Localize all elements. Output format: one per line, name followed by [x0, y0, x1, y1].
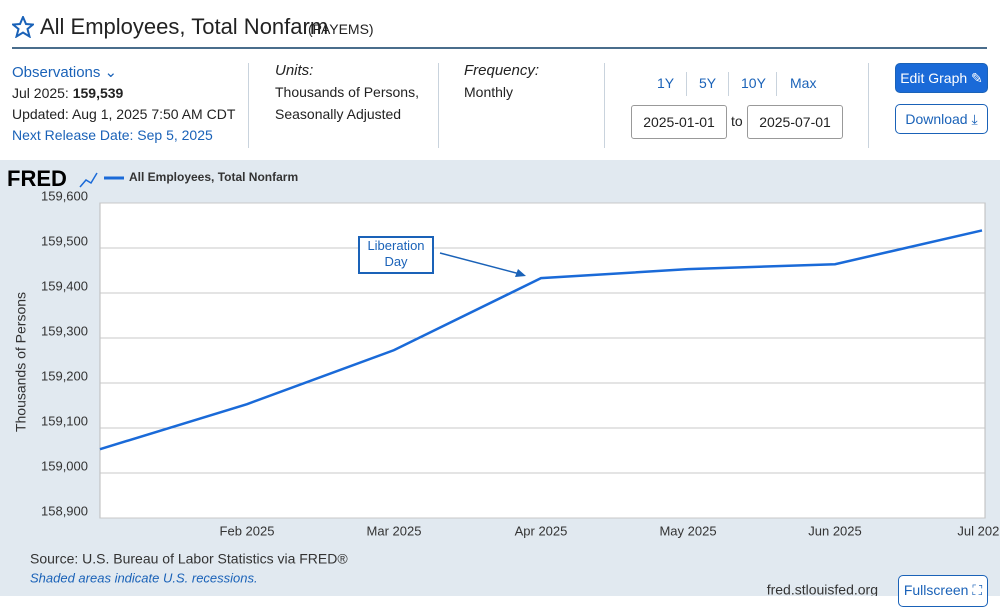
title: All Employees, Total Nonfarm [40, 14, 329, 39]
download-label[interactable]: Download [905, 111, 968, 127]
annotation-arrow [439, 252, 521, 275]
series-id: (PAYEMS) [308, 21, 374, 37]
download-button[interactable]: Download ⤓ [895, 104, 988, 134]
y-tick-label: 159,400 [41, 278, 88, 293]
plot-area [99, 202, 986, 519]
y-tick-label: 159,600 [41, 188, 88, 203]
units-label: Units: [275, 62, 314, 79]
frequency-value: Monthly [464, 84, 514, 100]
y-tick-label: 158,900 [41, 503, 88, 518]
range-button[interactable]: 1Y [657, 75, 675, 91]
logo-icon [79, 172, 98, 188]
x-tick-label: Mar 2025 [367, 523, 422, 538]
title-rule [12, 47, 987, 49]
star-icon[interactable] [12, 16, 34, 38]
units-line: Seasonally Adjusted [275, 106, 402, 122]
updated: Updated: Aug 1, 2025 7:50 AM CDT [12, 106, 236, 122]
observations-toggle[interactable]: Observations ⌄ [12, 64, 118, 81]
fullscreen-label[interactable]: Fullscreen [903, 582, 969, 598]
annotation: Liberation Day [358, 236, 434, 274]
range-button[interactable]: 5Y [699, 75, 717, 91]
data-line [99, 229, 983, 451]
fullscreen-button[interactable]: Fullscreen ⛶ [898, 575, 988, 607]
site: fred.stlouisfed.org [767, 582, 878, 596]
separator [776, 72, 777, 96]
x-tick-label: Feb 2025 [220, 523, 275, 538]
start-date[interactable]: 2025-01-01 [631, 105, 727, 139]
x-tick-label: Jun 2025 [808, 523, 862, 538]
annotation-arrowhead [515, 269, 526, 277]
separator [604, 63, 605, 148]
latest: Jul 2025: 159,539 [12, 85, 123, 101]
y-tick-label: 159,000 [41, 458, 88, 473]
next-release[interactable]: Next Release Date: Sep 5, 2025 [12, 127, 213, 143]
date-separator: to [731, 113, 743, 129]
y-tick-label: 159,100 [41, 413, 88, 428]
legend-label: All Employees, Total Nonfarm [129, 170, 298, 184]
range-button[interactable]: 10Y [741, 75, 766, 91]
latest-date: Jul 2025: [12, 85, 69, 101]
recession-note: Shaded areas indicate U.S. recessions. [30, 570, 258, 585]
separator [248, 63, 249, 148]
separator [686, 72, 687, 96]
separator [438, 63, 439, 148]
edit-graph-button[interactable]: Edit Graph ✎ [895, 63, 988, 93]
separator [728, 72, 729, 96]
y-tick-label: 159,200 [41, 368, 88, 383]
latest-value: 159,539 [72, 85, 124, 101]
x-tick-label: Apr 2025 [515, 523, 568, 538]
fred-logo: FRED [7, 166, 67, 191]
edit-graph-label[interactable]: Edit Graph [900, 70, 968, 86]
end-date[interactable]: 2025-07-01 [747, 105, 843, 139]
chart: FRED Thousands of Persons Source: U.S. B… [7, 166, 1000, 596]
y-tick-label: 159,500 [41, 233, 88, 248]
y-tick-label: 159,300 [41, 323, 88, 338]
units-line: Thousands of Persons, [275, 84, 419, 100]
source: Source: U.S. Bureau of Labor Statistics … [30, 551, 348, 567]
observations-label[interactable]: Observations [12, 64, 101, 81]
x-tick-label: May 2025 [659, 523, 716, 538]
x-tick-label: Jul 2025 [957, 523, 1000, 538]
frequency-label: Frequency: [464, 62, 540, 79]
y-axis-label: Thousands of Persons [13, 292, 29, 432]
separator [868, 63, 869, 148]
range-button[interactable]: Max [790, 75, 817, 91]
